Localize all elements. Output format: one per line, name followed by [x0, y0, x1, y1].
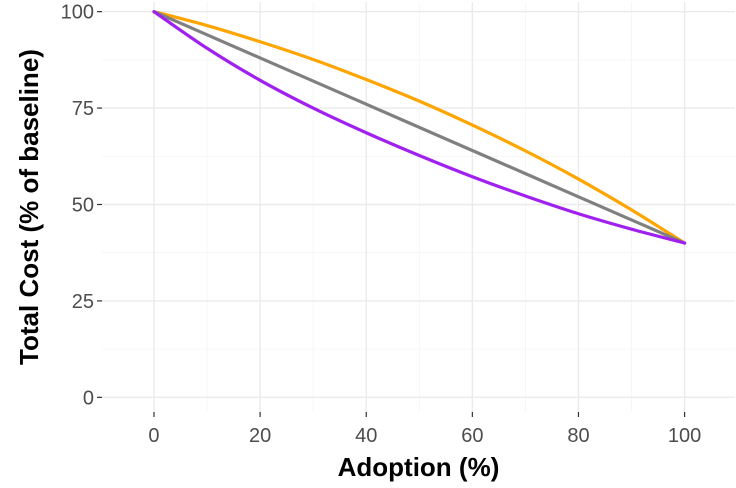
series-lines: [152, 10, 687, 245]
grid: [102, 2, 735, 412]
y-axis-title: Total Cost (% of baseline): [14, 49, 44, 365]
x-tick-label: 40: [355, 425, 377, 447]
axes: 0 20 40 60 80 100 0 25 50 75 100: [61, 2, 702, 447]
x-axis-title: Adoption (%): [338, 452, 500, 482]
series-line-1: [152, 10, 687, 245]
y-tick-label: 100: [61, 2, 94, 24]
x-tick-label: 0: [148, 425, 159, 447]
x-tick-label: 20: [249, 425, 271, 447]
series-line-3: [152, 10, 687, 245]
x-tick-label: 100: [668, 425, 701, 447]
x-tick-label: 60: [461, 425, 483, 447]
y-tick-label: 75: [72, 98, 94, 120]
series-line-2: [152, 10, 687, 245]
x-tick-label: 80: [567, 425, 589, 447]
y-tick-label: 50: [72, 194, 94, 216]
y-tick-label: 25: [72, 291, 94, 313]
y-tick-label: 0: [83, 387, 94, 409]
